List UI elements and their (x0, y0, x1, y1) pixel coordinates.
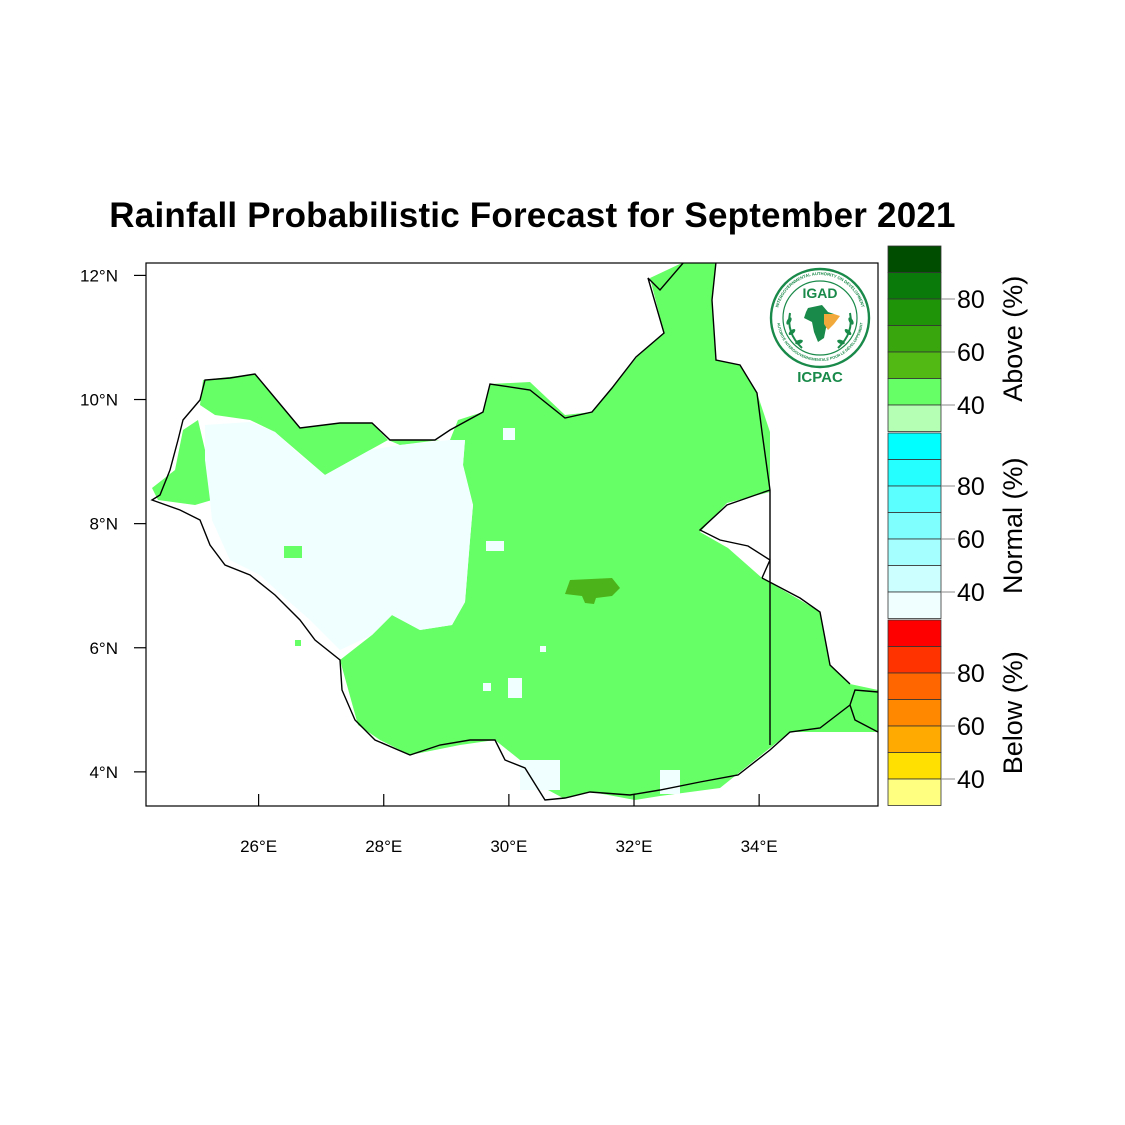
legend-swatch (887, 672, 942, 700)
legend-swatch (887, 699, 942, 727)
legend-swatch (887, 272, 942, 300)
chart-title: Rainfall Probabilistic Forecast for Sept… (109, 196, 956, 235)
legend-tick-label: 60 (957, 339, 985, 367)
plot-frame (145, 262, 879, 807)
legend-swatch (887, 298, 942, 326)
legend-swatch (887, 245, 942, 273)
above-40-northwest (152, 420, 212, 505)
legend-swatch (887, 459, 942, 487)
country-border (150, 263, 878, 801)
forecast-field (152, 263, 878, 800)
legend-tick-label: 80 (957, 286, 985, 314)
legend-swatch (887, 512, 942, 540)
legend-swatch (887, 778, 942, 806)
normal-low-patch (520, 760, 560, 790)
above-40-region (200, 263, 878, 800)
legend: 80 60 40 Above (%) 80 60 40 Normal (%) 80 60 40 Bel… (887, 245, 1028, 806)
y-tick-label: 12°N (80, 266, 118, 285)
legend-tick-label: 40 (957, 766, 985, 794)
legend-tick-label: 40 (957, 392, 985, 420)
legend-swatch (887, 619, 942, 647)
normal-low-patch (486, 541, 504, 551)
normal-low-patch (660, 770, 680, 794)
legend-tick-label: 60 (957, 526, 985, 554)
legend-swatch (887, 378, 942, 406)
logo-igad-text: IGAD (803, 285, 838, 301)
icpac-logo: IGAD ICPAC INTERGOVERNMENTAL AUTHORITY O… (769, 267, 871, 386)
y-tick-label: 4°N (89, 763, 118, 782)
normal-low-region (205, 422, 473, 650)
legend-swatch (887, 565, 942, 593)
legend-swatch (887, 752, 942, 780)
normal-low-patch (508, 678, 522, 698)
legend-swatch (887, 538, 942, 566)
y-tick-label: 8°N (89, 515, 118, 534)
x-tick-label: 28°E (365, 837, 402, 856)
legend-tick-label: 80 (957, 473, 985, 501)
legend-swatch (887, 725, 942, 753)
legend-swatch (887, 646, 942, 674)
legend-tick-label: 60 (957, 713, 985, 741)
logo-icpac-text: ICPAC (797, 369, 843, 386)
x-tick-label: 32°E (615, 837, 652, 856)
normal-low-patch (540, 646, 546, 652)
legend-swatch (887, 485, 942, 513)
x-tick-label: 30°E (490, 837, 527, 856)
legend-swatch (887, 351, 942, 379)
x-tick-label: 34°E (741, 837, 778, 856)
horn-of-africa-icon (824, 314, 840, 330)
x-tick-label: 26°E (240, 837, 277, 856)
legend-group-title: Normal (%) (998, 457, 1028, 594)
legend-swatch (887, 591, 942, 619)
normal-low-patch (483, 683, 491, 691)
legend-swatch (887, 404, 942, 432)
y-tick-label: 10°N (80, 391, 118, 410)
y-axis: 4°N 6°N 8°N 10°N 12°N (80, 266, 146, 782)
legend-swatch (887, 325, 942, 353)
legend-tick-label: 80 (957, 660, 985, 688)
normal-low-patch (503, 428, 515, 440)
legend-group-title: Above (%) (998, 276, 1028, 402)
y-tick-label: 6°N (89, 639, 118, 658)
legend-group-title: Below (%) (998, 651, 1028, 774)
legend-tick-label: 40 (957, 579, 985, 607)
above-40-patch (284, 546, 302, 558)
legend-swatch (887, 432, 942, 460)
above-50-patch (565, 578, 620, 604)
x-axis: 26°E 28°E 30°E 32°E 34°E (240, 794, 778, 856)
above-40-patch (295, 640, 301, 646)
